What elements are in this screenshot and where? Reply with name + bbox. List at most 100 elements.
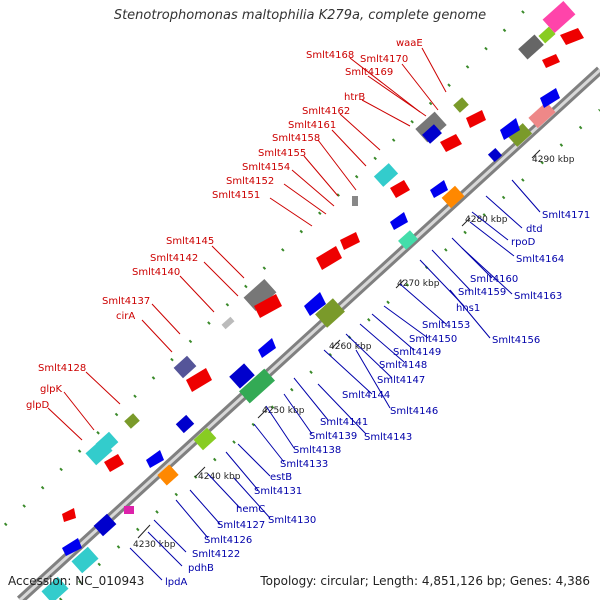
gene-label: Smlt4144 <box>342 390 390 401</box>
gene-arrow <box>390 212 408 230</box>
gene-label: Smlt4146 <box>390 406 438 417</box>
gene-block <box>315 298 345 328</box>
gene-block <box>422 124 442 144</box>
accession-label: Accession: NC_010943 <box>8 574 145 588</box>
gene-label: Smlt4145 <box>166 236 214 247</box>
gene-arrow <box>146 450 164 468</box>
gene-block <box>352 196 358 206</box>
bottom-strand-labels: Smlt4171 dtd rpoD Smlt4164 Smlt4160 Smlt… <box>165 210 590 588</box>
gene-arrow <box>390 180 410 198</box>
gene-block <box>507 123 533 147</box>
gene-label: Smlt4126 <box>204 535 252 546</box>
gene-block <box>453 97 469 113</box>
gene-label: glpD <box>26 400 49 411</box>
kbp-tick-label: 4270 kbp <box>397 279 440 289</box>
kbp-tick-label: 4240 kbp <box>198 472 241 482</box>
gene-label: glpK <box>40 384 62 395</box>
gene-arrow <box>340 232 360 250</box>
gene-block <box>528 101 556 129</box>
gene-label: pdhB <box>188 563 214 574</box>
gene-label: rpoD <box>511 237 536 248</box>
gene-label: Smlt4153 <box>422 320 470 331</box>
gene-label: Smlt4171 <box>542 210 590 221</box>
gene-label: Smlt4154 <box>242 162 290 173</box>
gene-block <box>175 414 195 434</box>
gene-label: Smlt4156 <box>492 335 540 346</box>
gene-label: Smlt4168 <box>306 50 354 61</box>
gene-block <box>71 546 99 574</box>
gene-block <box>373 163 399 187</box>
gene-block <box>229 363 255 389</box>
kbp-tick-label: 4260 kbp <box>329 342 372 352</box>
gene-label: Smlt4137 <box>102 296 150 307</box>
gene-arrow <box>466 110 486 128</box>
gene-label: cirA <box>116 311 135 322</box>
top-leader-lines <box>47 47 447 441</box>
gene-label: Smlt4139 <box>309 431 357 442</box>
gene-block <box>243 278 277 312</box>
gene-arrow <box>186 368 212 392</box>
gene-label: estB <box>270 472 292 483</box>
top-strand-labels: waaE Smlt4170 Smlt4168 Smlt4169 htrB Sml… <box>26 38 423 411</box>
gene-label: Smlt4159 <box>458 287 506 298</box>
gene-label: Smlt4140 <box>132 267 180 278</box>
dotted-tracks <box>3 8 600 600</box>
gene-label: Smlt4149 <box>393 347 441 358</box>
map-title: Stenotrophomonas maltophilia K279a, comp… <box>113 8 487 23</box>
gene-label: dtd <box>526 224 543 235</box>
gene-arrow <box>542 54 560 68</box>
gene-label: waaE <box>396 38 423 49</box>
gene-block <box>518 34 544 60</box>
gene-label: Smlt4122 <box>192 549 240 560</box>
gene-arrow <box>430 180 448 198</box>
gene-label: Smlt4147 <box>377 375 425 386</box>
gene-label: Smlt4127 <box>217 520 265 531</box>
gene-label: Smlt4169 <box>345 67 393 78</box>
gene-label: Smlt4163 <box>514 291 562 302</box>
gene-block <box>542 0 576 34</box>
gene-label: Smlt4131 <box>254 486 302 497</box>
gene-label: Smlt4162 <box>302 106 350 117</box>
gene-label: hns1 <box>456 303 480 314</box>
backbone <box>16 66 600 600</box>
kbp-tick-label: 4280 kbp <box>465 215 508 225</box>
gene-block <box>441 185 465 209</box>
gene-label: Smlt4133 <box>280 459 328 470</box>
bottom-leader-lines <box>129 179 541 581</box>
gene-label: htrB <box>344 92 365 103</box>
gene-arrow <box>62 508 76 522</box>
kbp-tick-label: 4290 kbp <box>532 155 575 165</box>
gene-arrow <box>540 88 560 108</box>
gene-block <box>239 368 275 404</box>
top-strand-genes <box>62 0 584 522</box>
gene-label: Smlt4151 <box>212 190 260 201</box>
gene-block <box>487 147 503 163</box>
gene-block <box>221 316 235 330</box>
gene-arrow <box>258 338 276 358</box>
gene-arrow <box>254 294 282 318</box>
gene-label: Smlt4138 <box>293 445 341 456</box>
gene-arrow <box>440 134 462 152</box>
gene-label: Smlt4142 <box>150 253 198 264</box>
topology-label: Topology: circular; Length: 4,851,126 bp… <box>260 574 590 588</box>
gene-block <box>398 230 418 250</box>
gene-arrow <box>316 246 342 270</box>
gene-label: Smlt4130 <box>268 515 316 526</box>
gene-label: Smlt4143 <box>364 432 412 443</box>
gene-arrow <box>104 454 124 472</box>
gene-arrow <box>62 538 82 556</box>
gene-block <box>41 576 69 600</box>
gene-arrow <box>304 292 326 316</box>
gene-block <box>157 464 179 486</box>
gene-block <box>95 431 119 455</box>
gene-label: Smlt4152 <box>226 176 274 187</box>
gene-block <box>124 506 134 514</box>
gene-block <box>193 427 217 451</box>
gene-label: Smlt4141 <box>320 417 368 428</box>
gene-label: Smlt4148 <box>379 360 427 371</box>
gene-label: Smlt4155 <box>258 148 306 159</box>
kbp-tick-label: 4250 kbp <box>262 406 305 416</box>
gene-label: lpdA <box>165 577 187 588</box>
